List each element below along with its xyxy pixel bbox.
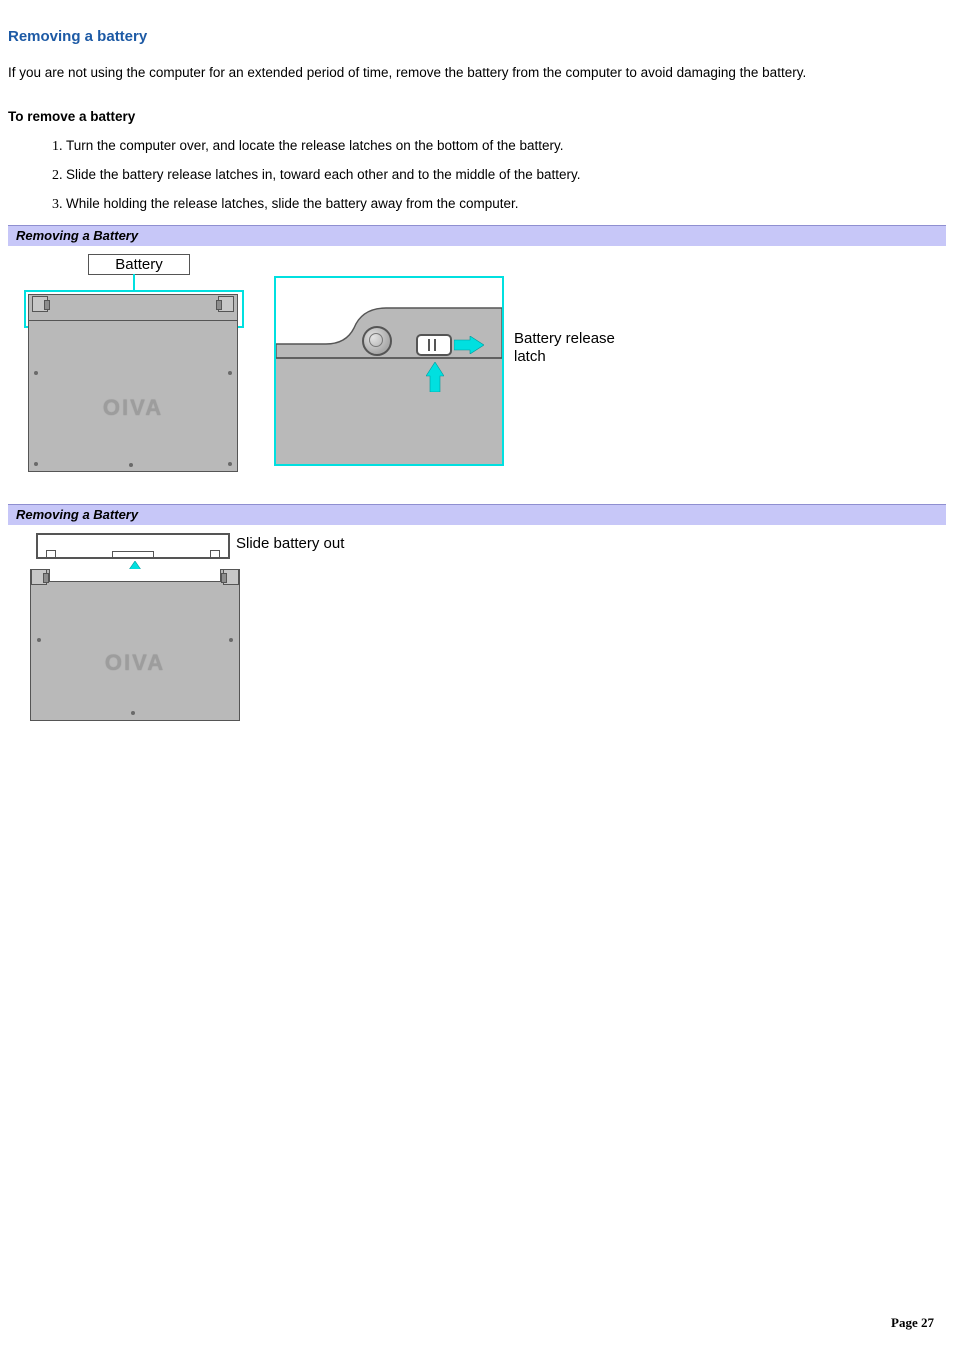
screw-icon [228,371,232,375]
figure-2: Slide battery out OIVA [8,533,946,733]
screw-icon [37,638,41,642]
screw-icon [131,711,135,715]
figure-caption-bar: Removing a Battery [8,225,946,246]
vaio-logo-icon: OIVA [103,395,163,421]
vaio-logo-icon: OIVA [105,650,165,676]
battery-bay [49,569,221,582]
figure-caption-bar: Removing a Battery [8,504,946,525]
release-latch-right [223,569,239,585]
intro-paragraph: If you are not using the computer for an… [8,63,946,83]
arrow-up-icon [426,362,444,392]
page-number: Page 27 [891,1315,934,1331]
step-item: Turn the computer over, and locate the r… [66,138,946,153]
section-heading: Removing a battery [8,28,946,45]
battery-slab [28,294,238,322]
screw-icon [34,371,38,375]
step-item: While holding the release latches, slide… [66,196,946,211]
battery-removed [36,533,230,559]
page: Removing a battery If you are not using … [0,0,954,1351]
release-latch-right [218,296,234,312]
figure-2-canvas: Slide battery out OIVA [16,533,396,733]
battery-nub [46,550,56,558]
slide-out-label: Slide battery out [236,535,344,552]
laptop-bottom-view: OIVA [30,569,240,721]
content-area: Removing a battery If you are not using … [0,0,954,733]
latch-knob-icon [362,326,392,356]
sub-heading: To remove a battery [8,109,946,124]
steps-list: Turn the computer over, and locate the r… [8,138,946,211]
screw-icon [129,463,133,467]
screw-icon [34,462,38,466]
arrow-right-icon [454,336,484,354]
figure-1-canvas: Battery OIVA [16,254,636,484]
step-item: Slide the battery release latches in, to… [66,167,946,182]
figure-1: Battery OIVA [8,254,946,484]
release-latch-left [31,569,47,585]
laptop-bottom-view: OIVA [28,320,238,472]
battery-nub [210,550,220,558]
latch-closeup [274,276,504,466]
battery-callout-label: Battery [88,254,190,275]
latch-slide-slot [416,334,452,356]
screw-icon [229,638,233,642]
release-latch-left [32,296,48,312]
battery-grip [112,551,154,558]
screw-icon [228,462,232,466]
latch-callout-label: Battery release latch [514,330,636,368]
